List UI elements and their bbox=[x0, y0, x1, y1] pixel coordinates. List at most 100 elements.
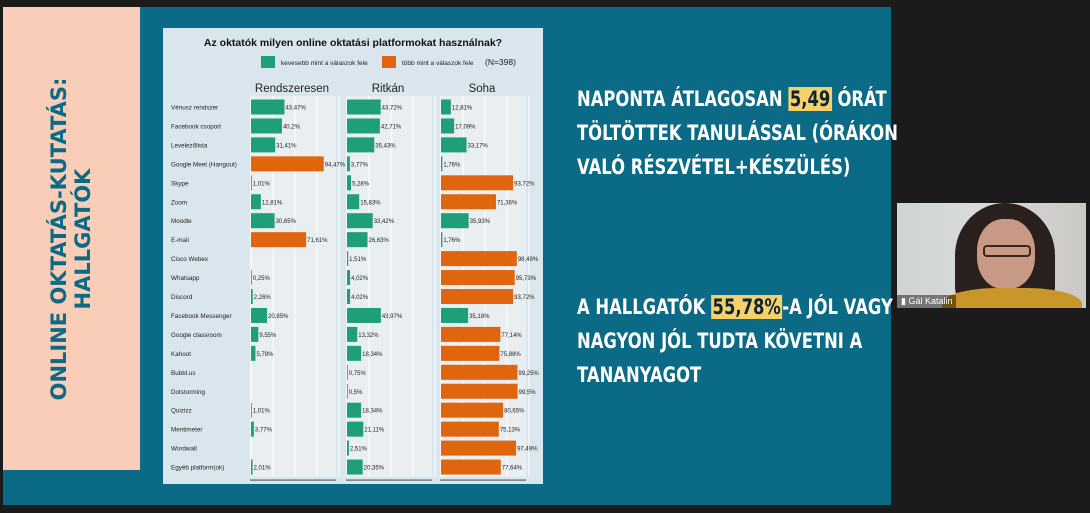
bar bbox=[441, 270, 515, 286]
panel-background bbox=[440, 96, 526, 478]
title-line-1: ONLINE OKTATÁS-KUTATÁS: bbox=[47, 77, 71, 401]
participant-shoulder bbox=[942, 288, 1082, 308]
data-label: 1,01% bbox=[253, 181, 271, 187]
data-label: 43,97% bbox=[382, 314, 403, 320]
bar bbox=[347, 440, 349, 456]
bar bbox=[441, 194, 496, 210]
category-label: Quizizz bbox=[171, 408, 192, 415]
text: -A JÓL VAGY bbox=[782, 295, 893, 319]
text: TANANYAGOT bbox=[577, 363, 702, 387]
data-label: 1,51% bbox=[349, 257, 367, 263]
data-label: 18,34% bbox=[362, 409, 383, 415]
stat-followed-material: A HALLGATÓK 55,78%-A JÓL VAGY NAGYON JÓL… bbox=[577, 290, 893, 392]
data-label: 71,61% bbox=[307, 238, 328, 244]
data-label: 93,72% bbox=[514, 181, 535, 187]
data-label: 0,25% bbox=[253, 276, 271, 282]
text: ÓRÁT bbox=[831, 87, 887, 111]
bar bbox=[441, 307, 469, 323]
data-label: 20,85% bbox=[268, 314, 289, 320]
category-label: Levelezőlista bbox=[171, 142, 208, 149]
slide-title: ONLINE OKTATÁS-KUTATÁS: HALLGATÓK bbox=[47, 78, 95, 401]
chart-card: Az oktatók milyen online oktatási platfo… bbox=[163, 28, 543, 484]
data-label: 35,43% bbox=[375, 143, 396, 149]
category-label: E-mail bbox=[171, 237, 189, 244]
data-label: 18,34% bbox=[362, 352, 383, 358]
bar bbox=[441, 289, 514, 304]
text: NAGYON JÓL TUDTA KÖVETNI A bbox=[577, 329, 863, 353]
panel-background bbox=[250, 96, 336, 478]
participant-video-tile[interactable]: ▮ Gál Katalin bbox=[897, 203, 1086, 308]
bar bbox=[347, 232, 368, 248]
data-label: 15,83% bbox=[360, 200, 381, 206]
bar bbox=[347, 137, 375, 153]
participant-name: Gál Katalin bbox=[908, 296, 953, 306]
bar bbox=[251, 459, 253, 475]
bar bbox=[347, 383, 348, 399]
data-label: 26,63% bbox=[369, 238, 390, 244]
panel-title: Ritkán bbox=[372, 83, 405, 95]
data-label: 75,13% bbox=[500, 428, 521, 434]
data-label: 40,2% bbox=[283, 124, 301, 130]
category-label: Google Meet (Hangout) bbox=[171, 161, 237, 168]
data-label: 3,77% bbox=[351, 162, 369, 168]
bar bbox=[347, 421, 364, 437]
bar bbox=[441, 326, 501, 342]
data-label: 33,42% bbox=[374, 219, 395, 225]
bar bbox=[441, 99, 451, 115]
data-label: 33,17% bbox=[468, 143, 489, 149]
bar bbox=[347, 289, 351, 304]
bar bbox=[441, 175, 514, 191]
data-label: 94,47% bbox=[325, 162, 346, 168]
category-label: Skype bbox=[171, 180, 189, 187]
bar bbox=[441, 137, 467, 153]
highlight-percent: 55,78% bbox=[710, 295, 783, 319]
text: TÖLTÖTTEK TANULÁSSAL (ÓRÁKON bbox=[577, 121, 898, 145]
data-label: 43,47% bbox=[285, 106, 306, 112]
data-label: 2,26% bbox=[254, 295, 272, 301]
data-label: 1,76% bbox=[443, 162, 461, 168]
bar bbox=[441, 251, 517, 267]
text: NAPONTA ÁTLAGOSAN bbox=[577, 87, 789, 111]
category-label: Dotstorming bbox=[171, 389, 205, 396]
bar bbox=[251, 99, 285, 115]
bar bbox=[347, 213, 373, 229]
bar bbox=[441, 402, 504, 418]
data-label: 77,14% bbox=[501, 333, 522, 339]
bar bbox=[347, 307, 381, 323]
data-label: 35,93% bbox=[470, 219, 491, 225]
bar bbox=[251, 194, 261, 210]
slide-sidebar: ONLINE OKTATÁS-KUTATÁS: HALLGATÓK bbox=[3, 7, 140, 470]
bar bbox=[347, 156, 350, 172]
bar bbox=[441, 118, 455, 134]
category-label: Cisco Webex bbox=[171, 256, 209, 263]
panel-background bbox=[346, 96, 432, 478]
category-label: Vénusz rendszer bbox=[171, 105, 218, 112]
data-label: 42,71% bbox=[381, 124, 402, 130]
category-label: Google classroom bbox=[171, 332, 222, 339]
category-label: Discord bbox=[171, 294, 193, 301]
data-label: 80,65% bbox=[504, 409, 525, 415]
bar bbox=[347, 270, 351, 286]
data-label: 35,18% bbox=[469, 314, 490, 320]
data-label: 95,73% bbox=[516, 276, 537, 282]
bar bbox=[347, 402, 362, 418]
participant-glasses bbox=[983, 245, 1031, 257]
bar bbox=[347, 118, 380, 134]
bar bbox=[251, 345, 256, 361]
data-label: 20,35% bbox=[364, 466, 385, 472]
stat-daily-hours: NAPONTA ÁTLAGOSAN 5,49 ÓRÁT TÖLTÖTTEK TA… bbox=[577, 82, 898, 184]
data-label: 4,02% bbox=[351, 276, 369, 282]
data-label: 0,75% bbox=[349, 371, 367, 377]
category-label: Facebook Messenger bbox=[171, 313, 232, 320]
text: VALÓ RÉSZVÉTEL+KÉSZÜLÉS) bbox=[577, 155, 851, 179]
bar bbox=[251, 421, 254, 437]
bar bbox=[251, 326, 259, 342]
bar bbox=[347, 99, 381, 115]
bar bbox=[441, 345, 500, 361]
bar bbox=[251, 270, 252, 286]
bar bbox=[347, 345, 362, 361]
bar bbox=[441, 440, 517, 456]
bar bbox=[251, 232, 307, 248]
category-label: Kahoot bbox=[171, 351, 191, 358]
bar bbox=[251, 175, 252, 191]
